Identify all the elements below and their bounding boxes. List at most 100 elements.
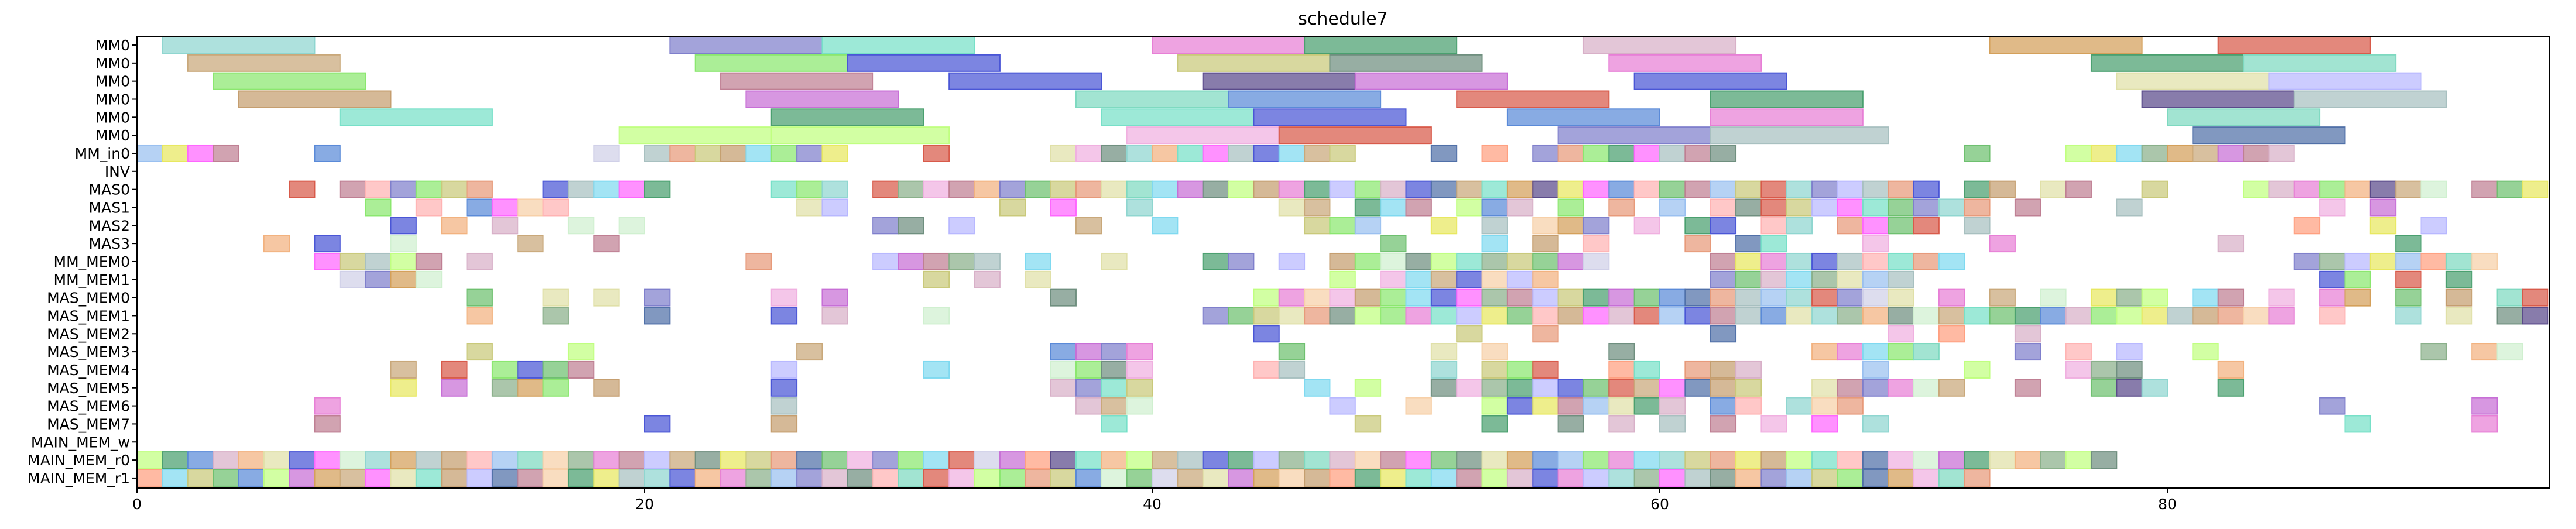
task-bar [1711, 452, 1736, 468]
task-bar [873, 470, 898, 486]
task-bar [1025, 253, 1050, 270]
task-bar [1127, 470, 1152, 486]
task-bar [2472, 343, 2497, 360]
task-bar [2345, 253, 2370, 270]
task-bar [1964, 217, 1989, 233]
task-bar [365, 199, 390, 215]
task-bar [1888, 290, 1913, 306]
row-label: MM0 [95, 55, 130, 72]
task-bar [467, 307, 492, 324]
task-bar [1000, 452, 1025, 468]
task-bar [1508, 398, 1533, 414]
task-bar [1253, 290, 1279, 306]
task-bar [1152, 181, 1177, 198]
task-bar [365, 181, 390, 198]
task-bar [1253, 362, 1279, 378]
task-bar [1558, 145, 1584, 162]
chart-title: schedule7 [1298, 9, 1388, 29]
task-bar [1685, 290, 1710, 306]
task-bar [2193, 290, 2218, 306]
task-bar [2396, 253, 2421, 270]
task-bar [1304, 217, 1330, 233]
task-bar [2142, 145, 2167, 162]
task-bar [543, 290, 568, 306]
task-bar [1203, 470, 1228, 486]
task-bar [1863, 343, 1888, 360]
task-bar [2066, 343, 2091, 360]
task-bar [721, 73, 873, 90]
task-bar [1939, 470, 1964, 486]
task-bar [1406, 181, 1431, 198]
task-bar [1837, 343, 1862, 360]
task-bar [1457, 307, 1482, 324]
task-bar [314, 253, 340, 270]
task-bar [772, 145, 797, 162]
task-bar [1888, 199, 1913, 215]
task-bar [1076, 145, 1101, 162]
task-bar [949, 452, 974, 468]
task-bar [696, 55, 848, 71]
task-bar [1837, 380, 1862, 396]
task-bar [1381, 452, 1406, 468]
task-bar [1863, 217, 1888, 233]
task-bar [2421, 343, 2447, 360]
task-bar [2498, 307, 2523, 324]
task-bar [1761, 415, 1786, 432]
task-bar [1076, 398, 1101, 414]
task-bar [1127, 362, 1152, 378]
task-bar [2091, 362, 2116, 378]
task-bar [822, 181, 847, 198]
task-bar [2116, 343, 2142, 360]
task-bar [1609, 470, 1634, 486]
x-tick-label: 0 [132, 496, 142, 513]
task-bar [899, 470, 924, 486]
task-bar [340, 253, 365, 270]
task-bar [1355, 452, 1381, 468]
task-bar [1533, 290, 1558, 306]
task-bar [1253, 145, 1279, 162]
task-bar [1101, 452, 1126, 468]
task-bar [1381, 307, 1406, 324]
task-bar [1228, 253, 1253, 270]
task-bar [2320, 272, 2345, 288]
task-bar [1533, 253, 1558, 270]
task-bar [1304, 380, 1330, 396]
task-bar [594, 145, 619, 162]
row-label: MAS_MEM7 [47, 415, 130, 432]
task-bar [2472, 398, 2497, 414]
task-bar [2498, 343, 2523, 360]
task-bar [1076, 217, 1101, 233]
task-bar [1203, 452, 1228, 468]
task-bar [492, 217, 518, 233]
task-bar [2345, 415, 2370, 432]
task-bar [2320, 398, 2345, 414]
task-bar [797, 199, 822, 215]
task-bar [1685, 145, 1710, 162]
task-bar [949, 253, 974, 270]
task-bar [1330, 181, 1355, 198]
task-bar [1508, 452, 1533, 468]
task-bar [1381, 253, 1406, 270]
task-bar [1863, 415, 1888, 432]
task-bar [314, 470, 340, 486]
task-bar [1253, 109, 1406, 125]
row-label: MAS_MEM4 [47, 362, 130, 379]
task-bar [492, 452, 518, 468]
task-bar [238, 470, 263, 486]
task-bar [1964, 307, 1989, 324]
task-bar [2498, 181, 2523, 198]
task-bar [1711, 199, 1736, 215]
task-bar [391, 235, 416, 252]
task-bar [1812, 415, 1837, 432]
task-bar [1508, 362, 1533, 378]
task-bar [1736, 181, 1761, 198]
task-bar [1051, 199, 1076, 215]
task-bar [1203, 73, 1355, 90]
task-bar [2116, 290, 2142, 306]
task-bar [1964, 145, 1989, 162]
task-bar [2116, 362, 2142, 378]
task-bar [1609, 145, 1634, 162]
task-bar [1025, 272, 1050, 288]
task-bar [772, 127, 949, 143]
